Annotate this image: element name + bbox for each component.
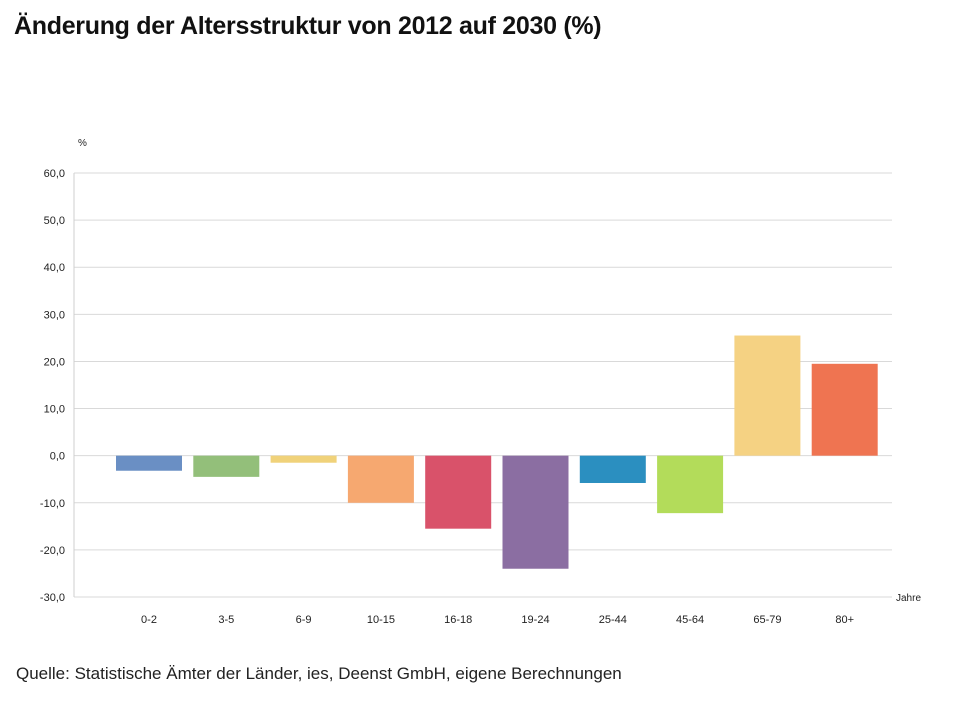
x-axis-ticks: 0-2 3-5 6-9 10-15 16-18 19-24 25-44 45-64 65-79 8… (141, 614, 854, 626)
page-title: Änderung der Altersstruktur von 2012 auf… (14, 12, 602, 40)
bar-3-5 (193, 455, 260, 477)
bar-45-64 (657, 455, 724, 514)
y-axis-ticks: 60,0 50,0 40,0 30,0 20,0 10,0 0,0 -10,0 -20,0 -30… (40, 168, 65, 604)
x-axis-label: Jahre (896, 593, 921, 604)
bar-6-9 (270, 455, 337, 463)
x-tick-label: 10-15 (367, 614, 395, 626)
x-tick-label: 0-2 (141, 614, 157, 626)
bar-65-79 (734, 335, 801, 456)
source-note: Quelle: Statistische Ämter der Länder, i… (16, 664, 622, 683)
x-tick-label: 25-44 (599, 614, 627, 626)
x-tick-label: 6-9 (296, 614, 312, 626)
bar-chart: 60,0 50,0 40,0 30,0 20,0 10,0 0,0 -10,0 -20,0 -30… (40, 138, 922, 626)
y-tick-label: 0,0 (50, 451, 65, 463)
y-tick-label: 20,0 (44, 356, 65, 368)
bar-80+ (811, 363, 878, 456)
x-tick-label: 65-79 (753, 614, 781, 626)
y-tick-label: 30,0 (44, 309, 65, 321)
bars (116, 335, 878, 569)
bar-25-44 (579, 455, 646, 483)
y-tick-label: 10,0 (44, 404, 65, 416)
x-tick-label: 3-5 (218, 614, 234, 626)
bar-10-15 (347, 455, 414, 503)
y-tick-label: -30,0 (40, 592, 65, 604)
y-tick-label: 40,0 (44, 262, 65, 274)
gridlines (73, 172, 892, 598)
x-tick-label: 80+ (835, 614, 854, 626)
x-tick-label: 16-18 (444, 614, 472, 626)
x-tick-label: 19-24 (521, 614, 549, 626)
y-tick-label: 50,0 (44, 215, 65, 227)
y-tick-label: 60,0 (44, 168, 65, 180)
y-tick-label: -10,0 (40, 498, 65, 510)
x-tick-label: 45-64 (676, 614, 704, 626)
bar-0-2 (116, 455, 182, 471)
y-axis-label: % (78, 138, 87, 149)
y-tick-label: -20,0 (40, 545, 65, 557)
bar-19-24 (502, 455, 569, 569)
bar-16-18 (425, 455, 492, 529)
